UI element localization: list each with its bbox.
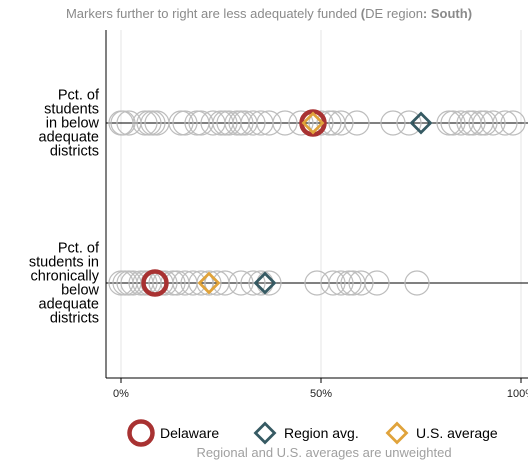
chart-title: Markers further to right are less adequa… — [66, 6, 472, 21]
state-marker — [328, 110, 354, 136]
row-label-line: districts — [50, 144, 99, 160]
legend-label: Region avg. — [284, 425, 359, 441]
region-avg-marker — [253, 271, 277, 295]
state-marker — [152, 270, 178, 296]
rows-layer: Pct. of students in below adequate districts… — [29, 88, 528, 327]
row-label-line: below — [61, 283, 99, 299]
state-marker — [348, 270, 374, 296]
state-marker — [168, 110, 194, 136]
state-marker — [308, 110, 334, 136]
state-marker — [212, 270, 238, 296]
state-marker — [328, 270, 354, 296]
chart-note: Regional and U.S. averages are unweighte… — [196, 445, 451, 460]
state-marker — [460, 110, 486, 136]
state-marker — [500, 110, 526, 136]
legend: Delaware Region avg. U.S. average — [127, 419, 498, 447]
state-marker — [272, 110, 298, 136]
grid-layer — [120, 30, 522, 378]
state-marker — [110, 110, 136, 136]
state-marker — [472, 110, 498, 136]
state-marker — [212, 110, 238, 136]
state-marker — [404, 270, 430, 296]
row-label-line: districts — [50, 311, 99, 327]
row-label: Pct. of students in chronically below adequa… — [29, 241, 100, 327]
x-tick-label: 50% — [310, 388, 332, 400]
state-marker — [160, 270, 186, 296]
row-label-line: students — [44, 102, 99, 118]
row-label-line: adequate — [39, 130, 99, 146]
row-label: Pct. of students in below adequate districts — [39, 88, 100, 160]
row-label-line: students in — [29, 255, 99, 271]
row-label-line: Pct. of — [58, 88, 100, 104]
state-marker — [344, 110, 370, 136]
state-marker — [240, 270, 266, 296]
row-label-line: in below — [46, 116, 100, 132]
state-marker — [492, 110, 518, 136]
state-marker — [132, 110, 158, 136]
state-marker — [196, 270, 222, 296]
state-marker — [480, 110, 506, 136]
state-marker — [440, 110, 466, 136]
x-tick-label: 100% — [507, 388, 528, 400]
state-marker — [136, 110, 162, 136]
state-marker — [320, 270, 346, 296]
state-marker — [172, 110, 198, 136]
row-label-line: chronically — [31, 269, 100, 285]
state-marker — [288, 110, 314, 136]
state-marker — [228, 270, 254, 296]
legend-label: U.S. average — [416, 425, 498, 441]
state-marker — [132, 270, 158, 296]
delaware-marker — [141, 269, 169, 297]
state-marker — [380, 110, 406, 136]
delaware-marker — [299, 109, 327, 137]
state-marker — [364, 270, 390, 296]
legend-delaware-icon — [127, 419, 155, 447]
us-average-marker — [197, 271, 221, 295]
state-marker — [256, 110, 282, 136]
legend-region-avg-icon — [253, 421, 277, 445]
region-avg-marker — [409, 111, 433, 135]
state-marker — [240, 110, 266, 136]
state-marker — [228, 110, 254, 136]
state-marker — [336, 270, 362, 296]
x-tick-label: 0% — [113, 388, 129, 400]
legend-label: Delaware — [160, 425, 219, 441]
row-label-line: Pct. of — [58, 241, 100, 257]
state-marker — [396, 110, 422, 136]
legend-us-average-icon — [385, 421, 409, 445]
axis-layer: 0% 50% 100% — [105, 30, 528, 400]
us-average-marker — [301, 111, 325, 135]
state-marker — [316, 110, 342, 136]
state-marker — [140, 110, 166, 136]
row-label-line: adequate — [39, 297, 99, 313]
